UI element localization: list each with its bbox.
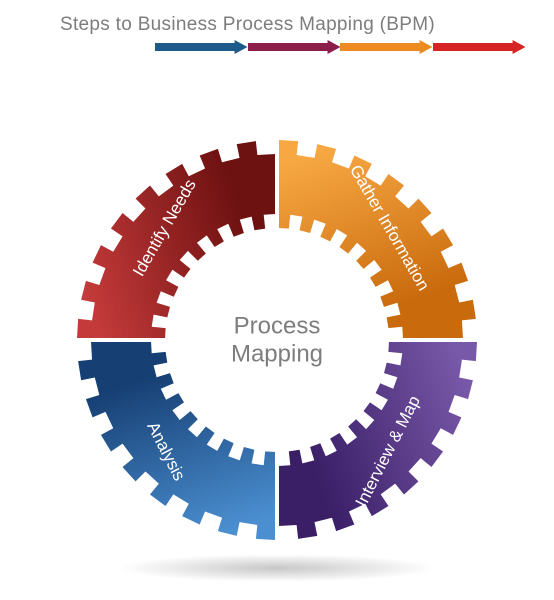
gear-quadrant	[77, 141, 276, 339]
page-title: Steps to Business Process Mapping (BPM)	[60, 14, 524, 36]
arrow-segment	[155, 40, 248, 54]
gear-quadrant	[278, 341, 477, 539]
gear-quadrant	[78, 341, 276, 540]
center-label-line1: Process	[234, 312, 321, 339]
header: Steps to Business Process Mapping (BPM)	[60, 14, 524, 54]
arrow-segment	[340, 40, 433, 54]
arrow-segment	[248, 40, 341, 54]
gear-diagram: Gather InformationInterview & MapAnalysi…	[67, 130, 487, 550]
center-label: Process Mapping	[231, 312, 323, 367]
drop-shadow	[117, 554, 437, 582]
gear-quadrant	[278, 140, 476, 339]
center-label-line2: Mapping	[231, 340, 323, 367]
arrow-segment	[433, 40, 526, 54]
arrow-legend	[155, 40, 525, 54]
